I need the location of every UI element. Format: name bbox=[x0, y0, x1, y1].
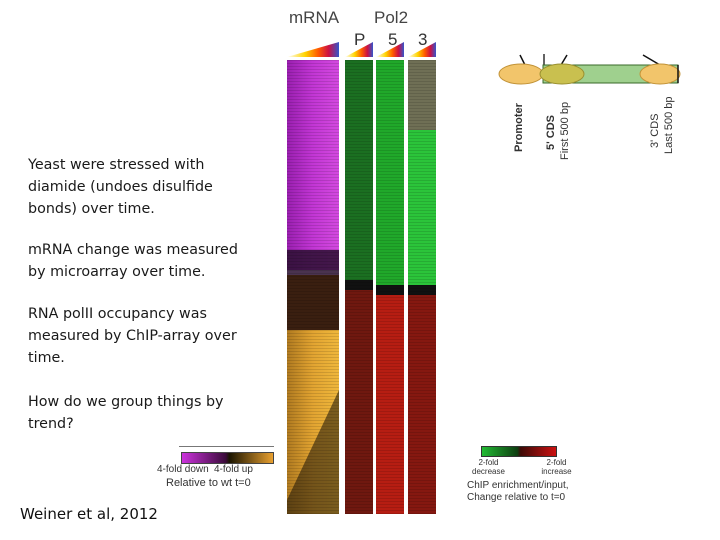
description-pol2: RNA polII occupancy was measured by ChIP… bbox=[28, 306, 237, 366]
mrna-legend-caption: Relative to wt t=0 bbox=[166, 477, 251, 489]
mrna-legend-rule bbox=[179, 446, 274, 447]
mrna-legend-down: 4-fold down bbox=[157, 464, 209, 475]
chip-legend-caption-2: Change relative to t=0 bbox=[467, 492, 566, 503]
citation: Weiner et al, 2012 bbox=[20, 505, 158, 523]
last-500bp-label: Last 500 bp bbox=[663, 96, 675, 155]
chip-legend-increase: 2-fold increase bbox=[541, 458, 572, 476]
mrna-legend-up: 4-fold up bbox=[214, 464, 253, 475]
mrna-legend-bar bbox=[181, 452, 274, 464]
description-mrna: mRNA change was measured by microarray o… bbox=[28, 242, 238, 280]
mrna-heatmap bbox=[287, 60, 339, 514]
five-prime-pol2-heatmap bbox=[376, 60, 404, 514]
mrna-header: mRNA bbox=[289, 8, 340, 27]
five-prime-timecourse-triangle bbox=[376, 42, 404, 57]
three-prime-cds-label: 3' CDS bbox=[649, 113, 661, 149]
description-diamide: Yeast were stressed with diamide (undoes… bbox=[28, 157, 213, 217]
promoter-column-label: P bbox=[354, 30, 366, 49]
chip-legend-bar bbox=[481, 446, 557, 457]
chip-legend-decrease: 2-fold decrease bbox=[472, 458, 505, 476]
chip-legend-caption-1: ChIP enrichment/input, bbox=[467, 480, 569, 491]
three-prime-column-label: 3 bbox=[418, 30, 428, 49]
pol2-header: Pol2 bbox=[374, 8, 409, 27]
question-text: How do we group things by trend? bbox=[28, 394, 224, 432]
five-prime-cds-label: 5' CDS bbox=[545, 114, 557, 150]
mrna-timecourse-triangle bbox=[287, 42, 339, 57]
three-prime-timecourse-triangle bbox=[408, 42, 436, 57]
promoter-pol2-heatmap bbox=[345, 60, 373, 514]
promoter-label: Promoter bbox=[513, 103, 525, 152]
promoter-timecourse-triangle bbox=[345, 42, 373, 57]
gene-diagram bbox=[498, 54, 681, 85]
first-500bp-label: First 500 bp bbox=[559, 101, 571, 160]
five-prime-column-label: 5 bbox=[388, 30, 398, 49]
three-prime-pol2-heatmap bbox=[408, 60, 436, 514]
